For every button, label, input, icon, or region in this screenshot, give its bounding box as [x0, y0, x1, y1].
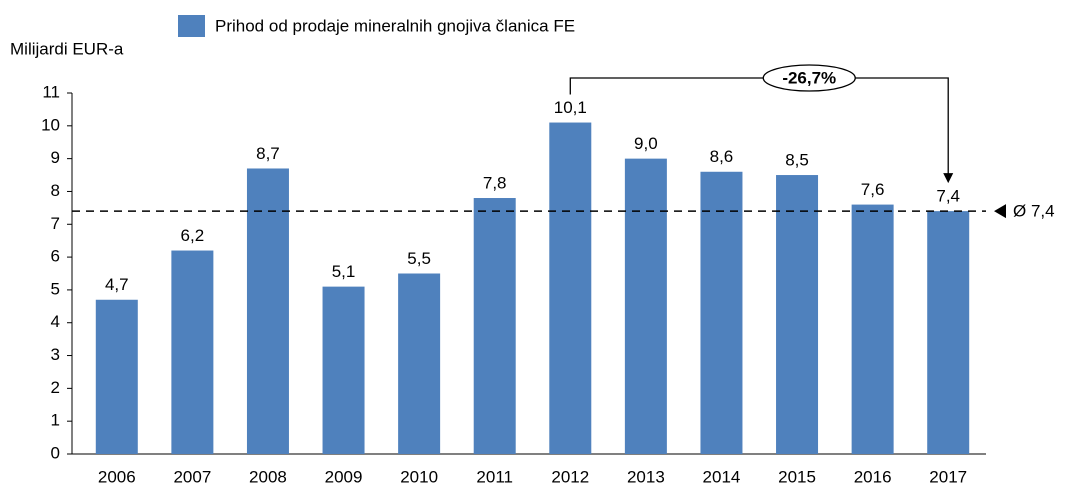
x-tick-label: 2011	[476, 467, 513, 486]
value-label: 8,7	[256, 144, 280, 163]
y-tick-label: 0	[51, 443, 60, 462]
bar	[927, 211, 970, 454]
change-oval	[762, 64, 856, 92]
y-tick-label: 1	[51, 411, 60, 430]
legend-swatch	[178, 15, 205, 37]
bar	[398, 273, 441, 454]
x-tick-label: 2014	[703, 467, 741, 486]
x-tick-label: 2017	[929, 467, 967, 486]
y-tick-label: 9	[51, 148, 60, 167]
value-label: 7,4	[936, 187, 960, 206]
change-arrow	[943, 173, 954, 184]
bar	[549, 122, 592, 454]
bar	[851, 204, 894, 454]
x-tick-label: 2009	[325, 467, 363, 486]
y-axis-label: Milijardi EUR-a	[10, 39, 124, 58]
value-label: 7,6	[861, 180, 885, 199]
bar	[700, 171, 743, 454]
y-tick-label: 8	[51, 181, 60, 200]
bar	[246, 168, 289, 454]
y-tick-label: 3	[51, 345, 60, 364]
bar	[776, 175, 819, 454]
x-tick-label: 2012	[551, 467, 589, 486]
y-tick-label: 11	[42, 82, 60, 101]
x-tick-label: 2013	[627, 467, 665, 486]
bar	[473, 198, 516, 454]
bar	[322, 286, 365, 454]
y-tick-label: 4	[51, 312, 60, 331]
value-label: 10,1	[554, 98, 587, 117]
y-tick-label: 6	[51, 247, 60, 266]
value-label: 5,1	[332, 262, 356, 281]
change-label: -26,7%	[782, 68, 836, 87]
value-label: 8,6	[710, 147, 734, 166]
x-tick-label: 2008	[249, 467, 287, 486]
value-label: 9,0	[634, 134, 658, 153]
y-tick-label: 5	[51, 279, 60, 298]
x-tick-label: 2010	[400, 467, 438, 486]
y-tick-label: 2	[51, 378, 60, 397]
bar	[171, 250, 214, 454]
legend-label: Prihod od prodaje mineralnih gnojiva čla…	[215, 16, 575, 35]
bar	[624, 158, 667, 455]
average-marker	[994, 204, 1006, 219]
x-tick-label: 2006	[98, 467, 136, 486]
bar	[95, 299, 138, 454]
average-label: Ø 7,4	[1013, 202, 1055, 221]
x-tick-label: 2016	[854, 467, 892, 486]
y-tick-label: 10	[41, 115, 60, 134]
y-tick-label: 7	[51, 214, 60, 233]
change-bracket	[569, 77, 949, 182]
value-label: 4,7	[105, 275, 129, 294]
value-label: 5,5	[407, 249, 431, 268]
x-tick-label: 2007	[173, 467, 211, 486]
value-label: 6,2	[181, 226, 205, 245]
x-tick-label: 2015	[778, 467, 816, 486]
value-label: 7,8	[483, 174, 507, 193]
value-label: 8,5	[785, 151, 809, 170]
